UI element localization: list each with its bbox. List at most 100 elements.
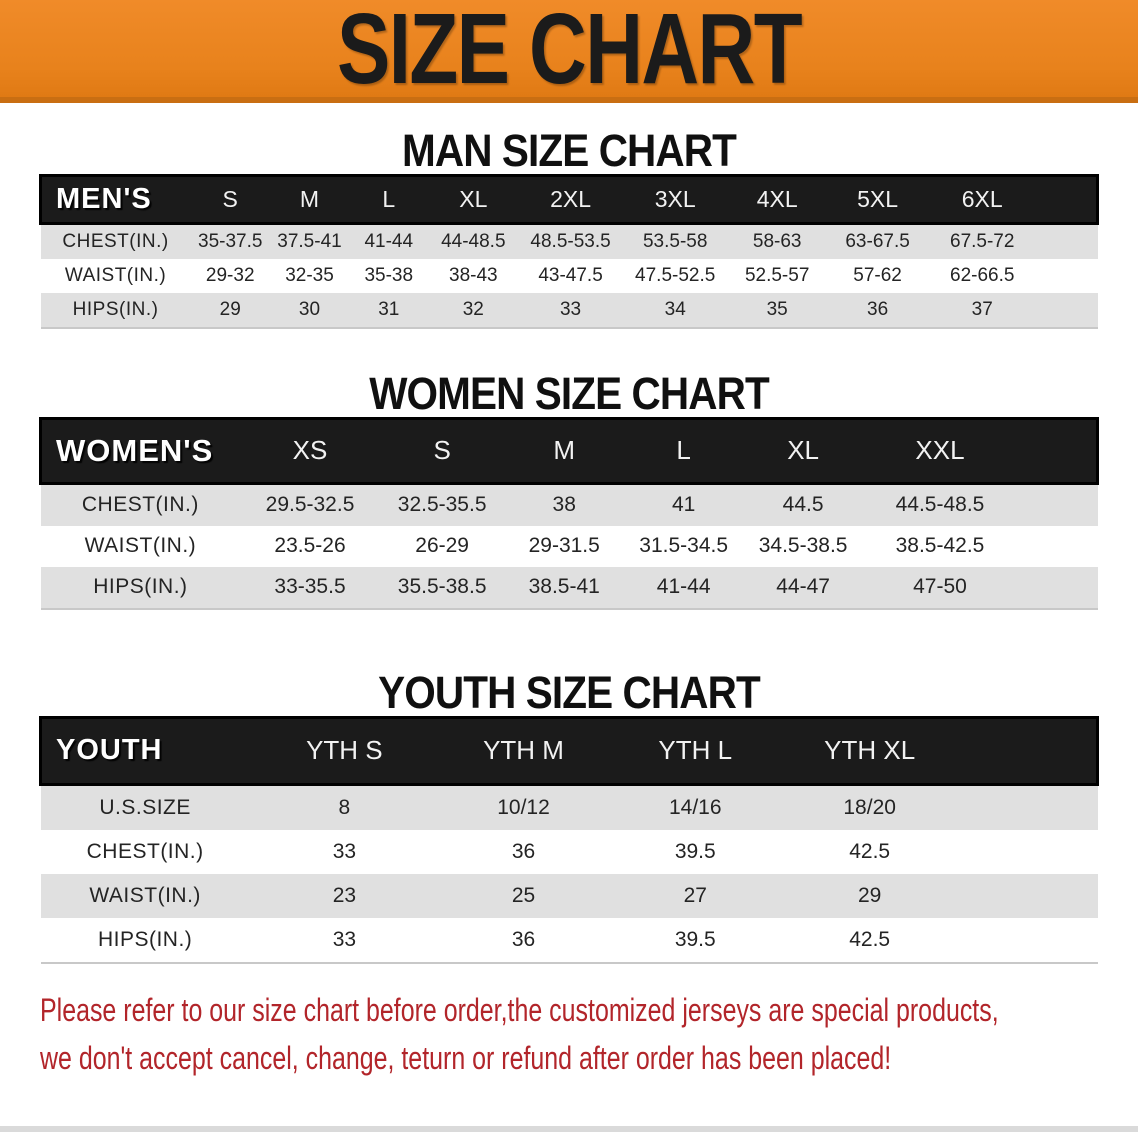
row-label: CHEST(IN.) [40, 829, 250, 874]
spacer-cell [1017, 418, 1098, 484]
size-column-header: YTH S [249, 717, 439, 785]
size-column-header: XS [240, 418, 380, 484]
table-row: HIPS(IN.) 29 30 31 32 33 34 35 36 37 [40, 292, 1098, 328]
spacer-cell [1017, 483, 1098, 526]
men-size-table: MEN'S S M L XL 2XL 3XL 4XL 5XL 6XL CHEST(IN.) 35-37… [39, 174, 1099, 329]
table-row: WAIST(IN.) 29-32 32-35 35-38 38-43 43-47.5 47.… [40, 258, 1098, 293]
size-column-header: YTH L [608, 717, 783, 785]
row-label: CHEST(IN.) [40, 483, 241, 526]
size-value-cell: 34 [622, 292, 728, 328]
size-value-cell: 58-63 [727, 223, 827, 259]
size-value-cell: 44-48.5 [428, 223, 519, 259]
size-value-cell: 33 [249, 917, 439, 963]
spacer-cell [956, 784, 1098, 830]
size-value-cell: 23.5-26 [240, 525, 380, 567]
spacer-cell [1036, 175, 1098, 224]
size-value-cell: 47.5-52.5 [622, 258, 728, 293]
size-value-cell: 29-32 [190, 258, 270, 293]
size-value-cell: 30 [269, 292, 350, 328]
size-value-cell: 29-31.5 [504, 525, 624, 567]
size-column-header: XL [428, 175, 519, 224]
bottom-edge-strip [0, 1126, 1138, 1132]
spacer-cell [1017, 525, 1098, 567]
section-men: MAN SIZE CHART MEN'S S M L XL 2XL 3XL 4XL 5XL 6XL… [0, 128, 1138, 329]
size-value-cell: 37 [928, 292, 1037, 328]
size-value-cell: 34.5-38.5 [743, 525, 863, 567]
row-label: HIPS(IN.) [40, 566, 241, 609]
men-section-heading: MAN SIZE CHART [402, 125, 737, 176]
spacer-cell [956, 873, 1098, 918]
size-value-cell: 44.5 [743, 483, 863, 526]
size-value-cell: 29 [782, 873, 957, 918]
table-header-label: YOUTH [40, 717, 250, 785]
size-value-cell: 35 [727, 292, 827, 328]
size-value-cell: 38-43 [428, 258, 519, 293]
table-header-row: YOUTH YTH S YTH M YTH L YTH XL [40, 717, 1098, 785]
order-policy-line-2: we don't accept cancel, change, teturn o… [40, 1039, 892, 1076]
youth-section-heading: YOUTH SIZE CHART [378, 666, 761, 718]
size-value-cell: 33-35.5 [240, 566, 380, 609]
size-value-cell: 63-67.5 [826, 223, 929, 259]
size-value-cell: 43-47.5 [518, 258, 623, 293]
size-value-cell: 53.5-58 [622, 223, 728, 259]
size-value-cell: 14/16 [608, 784, 783, 830]
size-value-cell: 39.5 [608, 829, 783, 874]
size-value-cell: 29.5-32.5 [240, 483, 380, 526]
size-value-cell: 47-50 [862, 566, 1018, 609]
table-row: WAIST(IN.) 23 25 27 29 [40, 873, 1098, 918]
size-value-cell: 37.5-41 [269, 223, 350, 259]
size-value-cell: 44.5-48.5 [862, 483, 1018, 526]
row-label: CHEST(IN.) [40, 223, 191, 259]
table-row: CHEST(IN.) 29.5-32.5 32.5-35.5 38 41 44.5 44.5… [40, 483, 1098, 526]
size-value-cell: 39.5 [608, 917, 783, 963]
size-value-cell: 41-44 [623, 566, 744, 609]
size-value-cell: 33 [518, 292, 623, 328]
size-value-cell: 38.5-41 [504, 566, 624, 609]
size-value-cell: 35.5-38.5 [379, 566, 505, 609]
size-column-header: YTH XL [782, 717, 957, 785]
size-value-cell: 42.5 [782, 829, 957, 874]
women-section-heading: WOMEN SIZE CHART [369, 367, 769, 419]
size-value-cell: 67.5-72 [928, 223, 1037, 259]
row-label: WAIST(IN.) [40, 525, 241, 567]
size-value-cell: 41 [623, 483, 744, 526]
size-value-cell: 27 [608, 873, 783, 918]
size-value-cell: 33 [249, 829, 439, 874]
size-column-header: 5XL [826, 175, 929, 224]
size-column-header: XXL [862, 418, 1018, 484]
size-column-header: M [504, 418, 624, 484]
size-value-cell: 36 [438, 917, 609, 963]
women-size-table: WOMEN'S XS S M L XL XXL CHEST(IN.) 29.5-32.5 32.5… [39, 417, 1099, 610]
size-column-header: YTH M [438, 717, 609, 785]
row-label: HIPS(IN.) [40, 292, 191, 328]
order-policy-line-1: Please refer to our size chart before or… [40, 991, 999, 1028]
banner-title: SIZE CHART [337, 0, 803, 105]
size-value-cell: 25 [438, 873, 609, 918]
size-value-cell: 32 [428, 292, 519, 328]
size-value-cell: 35-38 [349, 258, 429, 293]
size-value-cell: 42.5 [782, 917, 957, 963]
size-value-cell: 32-35 [269, 258, 350, 293]
size-value-cell: 36 [438, 829, 609, 874]
size-column-header: XL [743, 418, 863, 484]
size-column-header: 6XL [928, 175, 1037, 224]
order-policy-note: Please refer to our size chart before or… [40, 986, 999, 1082]
size-value-cell: 57-62 [826, 258, 929, 293]
size-value-cell: 31 [349, 292, 429, 328]
spacer-cell [1036, 223, 1098, 259]
row-label: WAIST(IN.) [40, 873, 250, 918]
table-header-row: WOMEN'S XS S M L XL XXL [40, 418, 1098, 484]
size-value-cell: 48.5-53.5 [518, 223, 623, 259]
size-column-header: S [190, 175, 270, 224]
table-header-row: MEN'S S M L XL 2XL 3XL 4XL 5XL 6XL [40, 175, 1098, 224]
size-column-header: M [269, 175, 350, 224]
size-value-cell: 10/12 [438, 784, 609, 830]
size-value-cell: 32.5-35.5 [379, 483, 505, 526]
size-column-header: 3XL [622, 175, 728, 224]
row-label: HIPS(IN.) [40, 917, 250, 963]
size-column-header: 4XL [727, 175, 827, 224]
size-value-cell: 38.5-42.5 [862, 525, 1018, 567]
size-value-cell: 26-29 [379, 525, 505, 567]
table-row: HIPS(IN.) 33-35.5 35.5-38.5 38.5-41 41-44 44-… [40, 566, 1098, 609]
